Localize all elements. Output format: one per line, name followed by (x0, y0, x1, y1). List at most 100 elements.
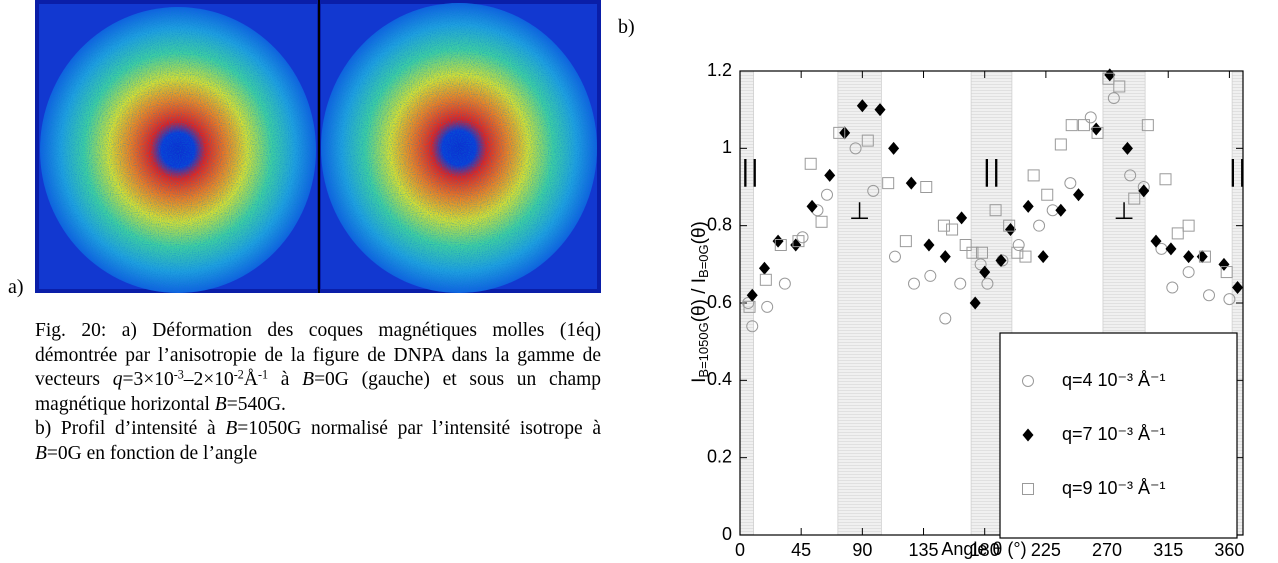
shaded-band (1231, 70, 1244, 536)
y-label-part: B=1050G (696, 322, 711, 377)
caption-text: =0G (gauche) et sous un champ magnétique… (35, 369, 602, 415)
point (772, 234, 784, 248)
y-tick-label: 0.6 (707, 292, 732, 312)
point (778, 277, 791, 290)
caption-text: –2×10 (183, 369, 234, 390)
panel-label: a) (8, 276, 24, 298)
y-tick-label: 0.8 (707, 214, 732, 234)
point (1003, 219, 1016, 232)
point (1073, 188, 1085, 202)
point (1183, 250, 1195, 264)
point (1171, 227, 1184, 240)
shaded-band (970, 70, 1013, 536)
point (924, 269, 937, 282)
band-label: || (741, 154, 760, 187)
point (1198, 250, 1211, 263)
point (975, 246, 988, 259)
point (761, 300, 774, 313)
point (1091, 126, 1104, 139)
point (1064, 177, 1077, 190)
image-right (321, 3, 597, 293)
point (995, 253, 1007, 267)
point (882, 177, 895, 190)
point (1037, 250, 1049, 264)
point (861, 134, 874, 147)
image-left (39, 4, 317, 293)
point (774, 239, 787, 251)
point (1166, 281, 1179, 294)
y-tick-label: 0.2 (707, 446, 732, 466)
y-tick-label: 0 (722, 524, 732, 544)
legend-marker (1022, 428, 1034, 442)
point (946, 223, 959, 236)
caption-text: =0G en fonction de l’angle (46, 442, 258, 464)
point (1232, 281, 1244, 295)
point (1019, 250, 1032, 263)
point (1041, 188, 1054, 201)
point (1054, 138, 1067, 151)
caption-text: =540G. (226, 393, 286, 415)
caption-text: -1 (257, 367, 268, 382)
legend-box (999, 332, 1238, 539)
point (974, 258, 987, 271)
point (905, 176, 917, 190)
band-label: ⊥ (1114, 197, 1135, 225)
point (811, 204, 824, 217)
point (908, 277, 921, 290)
point (824, 168, 836, 182)
point (1055, 203, 1067, 217)
caption-text: B (35, 442, 47, 464)
point (867, 184, 880, 197)
point (833, 126, 846, 139)
point (1022, 199, 1034, 213)
shaded-band (739, 70, 754, 536)
caption-text: B (214, 393, 227, 415)
point (1150, 234, 1162, 248)
x-tick-label: 90 (852, 540, 872, 560)
x-tick-label: 315 (1153, 540, 1183, 560)
point (1155, 242, 1168, 255)
caption-text: à (268, 369, 303, 390)
point (1218, 257, 1230, 271)
panel-label: b) (618, 16, 635, 38)
legend-marker (1022, 375, 1034, 387)
point (954, 277, 967, 290)
y-tick-label: 0.4 (707, 369, 732, 389)
caption-text: b) Profil d’intensité à (35, 418, 226, 439)
caption: Fig. 20: a) Déformation des coques magné… (35, 319, 601, 466)
point (920, 181, 933, 193)
plot-frame (739, 70, 1244, 536)
point (1182, 219, 1195, 232)
point (1104, 68, 1116, 82)
x-tick-label: 225 (1031, 540, 1061, 560)
legend-label: q=9 10⁻³ Å⁻¹ (1062, 478, 1166, 498)
shaded-band (1102, 70, 1146, 536)
point (989, 204, 1002, 217)
point (796, 231, 809, 244)
point (1005, 223, 1017, 237)
point (1137, 181, 1150, 193)
point (806, 199, 818, 213)
caption-text: Fig. 20: a) Déformation des coques magné… (35, 320, 601, 390)
point (1033, 219, 1046, 232)
caption-paragraph: Fig. 20: a) Déformation des coques magné… (35, 319, 601, 417)
x-tick-label: 45 (791, 540, 811, 560)
point (804, 157, 817, 170)
point (1141, 119, 1154, 132)
point (821, 188, 834, 201)
point (758, 261, 770, 275)
point (899, 235, 912, 248)
caption-text: -3 (173, 367, 184, 382)
x-tick-label: 180 (970, 540, 1000, 560)
point (1124, 169, 1137, 182)
point (1102, 72, 1115, 85)
x-tick-label: 135 (909, 540, 939, 560)
legend-label: q=7 10⁻³ Å⁻¹ (1062, 424, 1166, 444)
sans-images (35, 0, 601, 293)
point (1165, 242, 1177, 256)
caption-paragraph: b) Profil d’intensité à B=1050G normalis… (35, 417, 601, 466)
shaded-band (837, 70, 882, 536)
point (856, 99, 868, 113)
point (939, 312, 952, 325)
y-tick-label: 1.2 (707, 60, 732, 80)
